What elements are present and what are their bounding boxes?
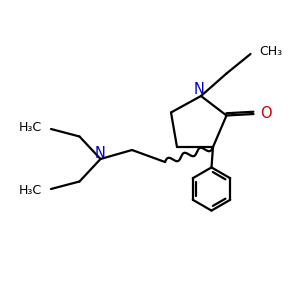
Text: N: N xyxy=(193,82,204,97)
Text: H₃C: H₃C xyxy=(18,121,41,134)
Text: H₃C: H₃C xyxy=(18,184,41,197)
Text: O: O xyxy=(260,106,272,122)
Text: CH₃: CH₃ xyxy=(259,45,282,58)
Text: N: N xyxy=(95,146,106,161)
